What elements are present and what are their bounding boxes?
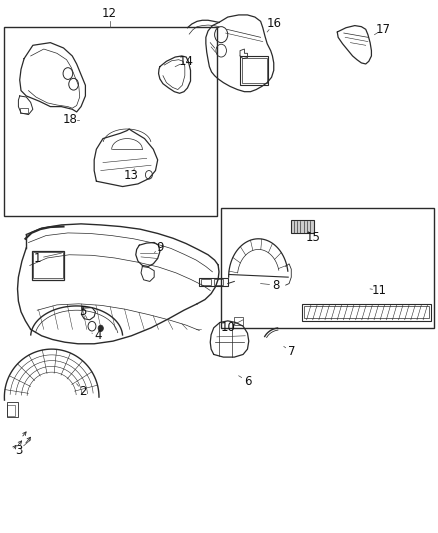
Bar: [304, 306, 429, 318]
Text: 14: 14: [179, 55, 194, 68]
Text: 17: 17: [376, 23, 391, 36]
Bar: [201, 279, 211, 285]
Bar: [20, 108, 28, 113]
Text: 9: 9: [156, 241, 164, 254]
Text: 4: 4: [95, 329, 102, 342]
Bar: [32, 251, 64, 280]
Text: 3: 3: [15, 444, 22, 457]
Text: 18: 18: [63, 114, 78, 126]
Bar: [4, 27, 217, 216]
Bar: [240, 56, 268, 85]
Bar: [291, 220, 314, 233]
Text: 13: 13: [124, 169, 139, 182]
Text: 7: 7: [287, 345, 295, 358]
Text: 6: 6: [244, 375, 251, 387]
Text: 5: 5: [80, 305, 87, 318]
Text: 11: 11: [371, 284, 386, 297]
Bar: [234, 317, 243, 325]
Bar: [7, 405, 15, 416]
Bar: [199, 278, 228, 286]
Text: 16: 16: [266, 18, 281, 30]
Text: 8: 8: [272, 279, 279, 292]
Text: 12: 12: [102, 7, 117, 20]
Bar: [214, 279, 223, 285]
Bar: [7, 402, 18, 417]
Text: 2: 2: [79, 385, 87, 398]
Text: 10: 10: [220, 321, 235, 334]
Text: 1: 1: [33, 252, 41, 265]
Bar: [242, 58, 267, 83]
Circle shape: [98, 325, 103, 332]
Bar: [221, 208, 434, 328]
Bar: [302, 304, 431, 321]
Bar: [33, 252, 63, 278]
Text: 15: 15: [306, 231, 321, 244]
